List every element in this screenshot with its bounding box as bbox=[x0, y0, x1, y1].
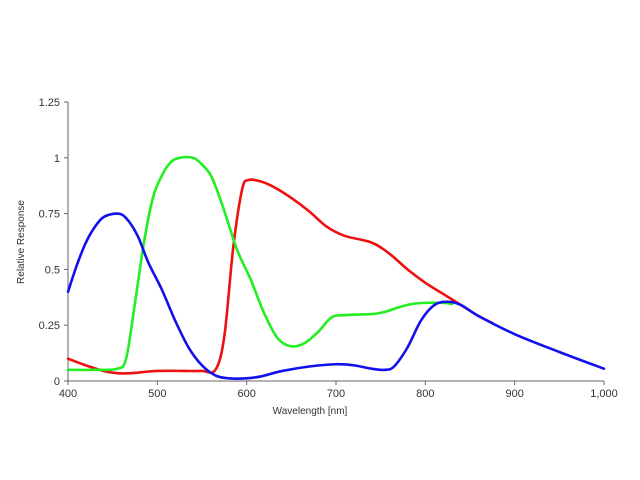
x-tick-label: 700 bbox=[327, 388, 345, 400]
y-axis-title: Relative Response bbox=[16, 200, 27, 284]
x-tick-label: 1,000 bbox=[590, 388, 618, 400]
x-tick-label: 500 bbox=[148, 388, 166, 400]
y-tick-label: 1.25 bbox=[39, 97, 60, 109]
x-tick-label: 900 bbox=[505, 388, 523, 400]
tick-labels: 0 0.25 0.5 0.75 1 1.25 400 500 600 700 800 900 1,000 bbox=[39, 97, 618, 400]
series-line-2 bbox=[66, 155, 454, 372]
y-tick-label: 0 bbox=[54, 376, 60, 388]
x-tick-label: 800 bbox=[416, 388, 434, 400]
series-line-3 bbox=[66, 212, 606, 380]
axes bbox=[64, 101, 605, 385]
y-tick-label: 1 bbox=[54, 153, 60, 165]
series-line-1 bbox=[66, 178, 494, 375]
x-axis-title: Wavelength [nm] bbox=[273, 406, 348, 417]
y-tick-label: 0.25 bbox=[39, 320, 60, 332]
x-tick-label: 600 bbox=[237, 388, 255, 400]
y-tick-label: 0.75 bbox=[39, 209, 60, 221]
series-group bbox=[66, 155, 606, 380]
x-tick-label: 400 bbox=[59, 388, 77, 400]
y-tick-label: 0.5 bbox=[45, 264, 60, 276]
